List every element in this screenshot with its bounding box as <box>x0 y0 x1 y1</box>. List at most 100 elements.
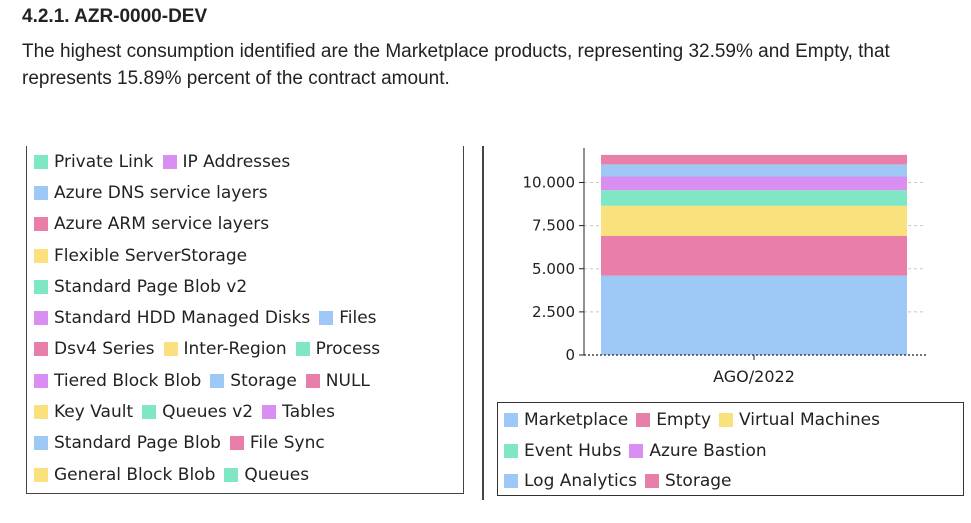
legend-swatch <box>163 342 178 357</box>
section-heading: 4.2.1. AZR-0000-DEV <box>22 6 208 27</box>
legend-item-file-sync: File Sync <box>229 433 325 454</box>
legend-item-dsv4-series: Dsv4 Series <box>34 339 155 359</box>
legend-label: Files <box>339 308 377 329</box>
legend-swatch <box>162 154 177 169</box>
section-paragraph: The highest consumption identified are t… <box>22 41 890 89</box>
bar-segment-virtual-machines <box>601 205 907 236</box>
legend-swatch <box>262 405 277 420</box>
legend-label: Tables <box>282 402 335 423</box>
legend-item-private-link: Private Link <box>34 152 154 172</box>
services-legend: Private Link IP Addresses Azure DNS servic… <box>26 146 464 494</box>
legend-swatch <box>34 248 48 263</box>
legend-row: General Block Blob Queues <box>27 459 463 490</box>
legend-label: Virtual Machines <box>739 410 880 431</box>
legend-label: Process <box>315 339 381 360</box>
legend-label: Key Vault <box>54 402 134 423</box>
legend-label: Queues v2 <box>162 402 254 423</box>
legend-swatch <box>34 185 48 200</box>
legend-swatch <box>34 311 48 326</box>
legend-label: Storage <box>230 370 297 391</box>
legend-label: Storage <box>664 471 732 492</box>
legend-swatch <box>719 413 734 428</box>
legend-item-azure-dns-service-layers: Azure DNS service layers <box>34 183 268 203</box>
legend-item-standard-page-blob-v2: Standard Page Blob v2 <box>34 277 247 297</box>
legend-item-standard-hdd-managed-disks: Standard HDD Managed Disks <box>34 308 310 328</box>
legend-item-null: NULL <box>305 371 370 391</box>
legend-swatch <box>142 405 157 420</box>
legend-item-event-hubs: Event Hubs <box>504 441 621 461</box>
legend-swatch <box>34 217 48 232</box>
legend-item-marketplace: Marketplace <box>504 410 628 430</box>
legend-swatch <box>305 373 320 388</box>
legend-swatch <box>504 474 518 489</box>
legend-row: Azure ARM service layers <box>27 209 463 240</box>
legend-label: Queues <box>244 464 310 485</box>
legend-row: Standard Page Blob File Sync <box>27 428 463 459</box>
legend-item-empty: Empty <box>636 410 711 430</box>
legend-swatch <box>224 467 239 482</box>
chart-legend-row: Log Analytics Storage <box>498 466 963 497</box>
bar-segment-marketplace <box>601 275 907 355</box>
legend-item-files: Files <box>319 308 377 329</box>
legend-item-inter-region: Inter-Region <box>163 339 287 359</box>
legend-label: Log Analytics <box>524 471 637 492</box>
legend-label: Flexible ServerStorage <box>54 245 248 266</box>
legend-label: Tiered Block Blob <box>54 370 202 391</box>
legend-swatch <box>34 373 48 388</box>
legend-item-log-analytics: Log Analytics <box>504 471 637 491</box>
legend-swatch <box>34 154 48 169</box>
y-tick-label: 5.000 <box>532 260 575 278</box>
x-tick-label: AGO/2022 <box>713 367 795 386</box>
legend-label: Private Link <box>54 151 154 172</box>
legend-row: Azure DNS service layers <box>27 177 463 208</box>
legend-row: Private Link IP Addresses <box>27 146 463 177</box>
legend-swatch <box>34 405 48 420</box>
legend-row: Standard Page Blob v2 <box>27 271 463 302</box>
legend-label: Event Hubs <box>524 440 622 461</box>
legend-label: Azure DNS service layers <box>54 182 268 203</box>
legend-label: Marketplace <box>524 410 629 431</box>
legend-row: Standard HDD Managed Disks Files <box>27 302 463 333</box>
legend-label: Azure ARM service layers <box>54 214 270 235</box>
y-tick-label: 10.000 <box>523 174 576 192</box>
legend-swatch <box>504 413 518 428</box>
legend-swatch <box>504 443 518 458</box>
legend-swatch <box>636 413 651 428</box>
y-tick-label: 0 <box>565 346 575 364</box>
legend-swatch <box>34 467 48 482</box>
legend-label: Dsv4 Series <box>54 339 155 360</box>
legend-label: File Sync <box>249 433 325 454</box>
legend-item-standard-page-blob: Standard Page Blob <box>34 433 221 453</box>
legend-item-tiered-block-blob: Tiered Block Blob <box>34 371 201 391</box>
legend-row: Key Vault Queues v2 Tables <box>27 396 463 427</box>
legend-item-tables: Tables <box>262 402 335 422</box>
bar-segment-empty <box>601 235 907 276</box>
legend-swatch <box>34 279 48 294</box>
bar-segment-azure-bastion <box>601 176 907 191</box>
legend-swatch <box>34 342 48 357</box>
legend-item-ip-addresses: IP Addresses <box>162 152 290 172</box>
legend-item-azure-arm-service-layers: Azure ARM service layers <box>34 214 269 234</box>
legend-label: Standard Page Blob v2 <box>54 276 248 297</box>
y-tick-label: 2.500 <box>532 303 575 321</box>
legend-item-virtual-machines: Virtual Machines <box>719 410 880 430</box>
legend-swatch <box>34 436 48 451</box>
legend-swatch <box>229 436 244 451</box>
y-tick-label: 7.500 <box>532 217 575 235</box>
legend-item-general-block-blob: General Block Blob <box>34 465 215 485</box>
chart-legend-row: Marketplace Empty Virtual Machines <box>498 405 963 436</box>
legend-item-flexible-serverstorage: Flexible ServerStorage <box>34 246 247 266</box>
legend-row: Tiered Block Blob Storage NULL <box>27 365 463 396</box>
legend-item-queues: Queues <box>224 465 309 485</box>
legend-row: Dsv4 Series Inter-Region Process <box>27 334 463 365</box>
legend-item-storage: Storage <box>210 371 297 391</box>
legend-label: Azure Bastion <box>649 440 767 461</box>
bar-segment-event-hubs <box>601 190 907 206</box>
bar-segment-log-analytics <box>601 164 907 177</box>
legend-swatch <box>319 311 334 326</box>
legend-label: General Block Blob <box>54 464 216 485</box>
stacked-bar-chart: 0 2.500 5.000 7.500 10.000 AGO/2022 <box>523 148 926 386</box>
legend-row: Flexible ServerStorage <box>27 240 463 271</box>
legend-item-queues-v2: Queues v2 <box>142 402 253 422</box>
legend-label: Standard HDD Managed Disks <box>54 308 311 329</box>
